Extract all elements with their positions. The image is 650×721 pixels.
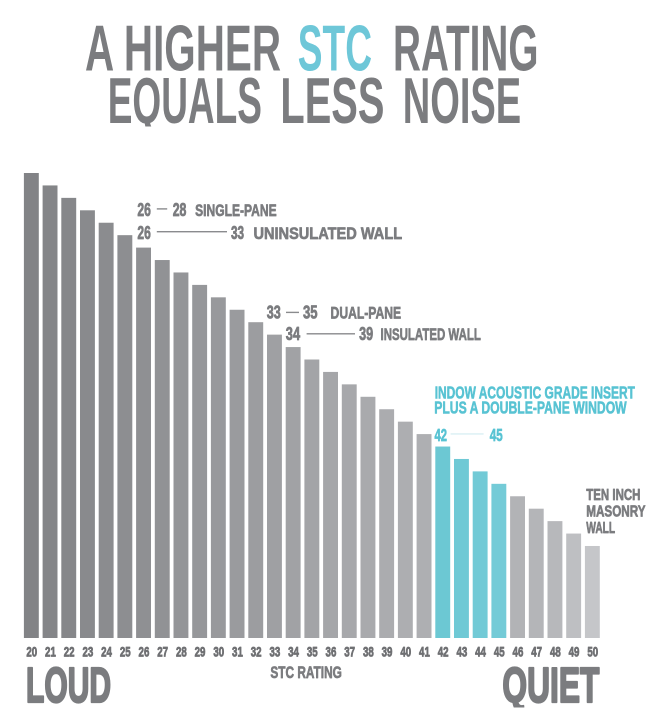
svg-text:45: 45: [494, 644, 505, 660]
svg-text:WALL: WALL: [586, 519, 615, 537]
svg-text:38: 38: [363, 644, 374, 660]
svg-text:31: 31: [232, 644, 243, 660]
svg-text:TEN INCH: TEN INCH: [586, 486, 640, 504]
svg-text:48: 48: [550, 644, 561, 660]
svg-text:EQUALS: EQUALS: [108, 64, 262, 137]
svg-text:RATING: RATING: [393, 12, 539, 85]
svg-text:34: 34: [288, 644, 299, 660]
svg-text:LESS: LESS: [280, 64, 384, 137]
svg-text:45: 45: [490, 425, 503, 445]
svg-text:34: 34: [286, 323, 301, 344]
svg-text:STC RATING: STC RATING: [270, 664, 342, 682]
svg-text:32: 32: [251, 644, 262, 660]
svg-text:35: 35: [307, 644, 318, 660]
svg-text:50: 50: [587, 644, 598, 660]
svg-text:SINGLE-PANE: SINGLE-PANE: [195, 201, 277, 220]
svg-text:46: 46: [513, 644, 524, 660]
svg-text:43: 43: [456, 644, 467, 660]
svg-text:26: 26: [137, 222, 150, 243]
svg-text:24: 24: [101, 644, 112, 660]
svg-text:NOISE: NOISE: [403, 64, 522, 137]
svg-text:A HIGHER: A HIGHER: [85, 12, 281, 85]
svg-text:20: 20: [26, 644, 37, 660]
svg-text:35: 35: [303, 302, 318, 323]
svg-text:22: 22: [64, 644, 75, 660]
svg-text:39: 39: [359, 323, 373, 344]
svg-text:DUAL-PANE: DUAL-PANE: [331, 304, 402, 323]
svg-text:41: 41: [419, 644, 430, 660]
svg-text:QUIET: QUIET: [502, 659, 599, 713]
svg-text:37: 37: [344, 644, 355, 660]
svg-text:36: 36: [326, 644, 337, 660]
svg-text:33: 33: [231, 222, 244, 243]
svg-text:29: 29: [195, 644, 206, 660]
svg-text:23: 23: [82, 644, 93, 660]
svg-text:UNINSULATED WALL: UNINSULATED WALL: [253, 224, 402, 243]
svg-text:STC: STC: [298, 12, 372, 85]
svg-text:LOUD: LOUD: [26, 659, 111, 713]
svg-text:33: 33: [267, 302, 281, 323]
svg-text:39: 39: [382, 644, 393, 660]
svg-text:28: 28: [176, 644, 187, 660]
svg-text:42: 42: [438, 644, 449, 660]
svg-text:MASONRY: MASONRY: [586, 502, 645, 520]
svg-text:42: 42: [435, 425, 448, 445]
svg-text:30: 30: [213, 644, 224, 660]
svg-text:25: 25: [120, 644, 131, 660]
svg-text:49: 49: [569, 644, 580, 660]
svg-text:27: 27: [157, 644, 168, 660]
svg-text:PLUS A DOUBLE-PANE WINDOW: PLUS A DOUBLE-PANE WINDOW: [434, 398, 627, 418]
svg-text:26: 26: [139, 644, 150, 660]
svg-text:40: 40: [400, 644, 411, 660]
svg-text:44: 44: [475, 644, 486, 660]
svg-text:INSULATED WALL: INSULATED WALL: [381, 325, 481, 344]
svg-text:33: 33: [269, 644, 280, 660]
svg-text:28: 28: [173, 199, 187, 220]
svg-text:21: 21: [45, 644, 56, 660]
svg-text:INDOW ACOUSTIC GRADE INSERT: INDOW ACOUSTIC GRADE INSERT: [435, 382, 635, 402]
svg-text:26: 26: [137, 199, 151, 220]
svg-text:47: 47: [531, 644, 542, 660]
